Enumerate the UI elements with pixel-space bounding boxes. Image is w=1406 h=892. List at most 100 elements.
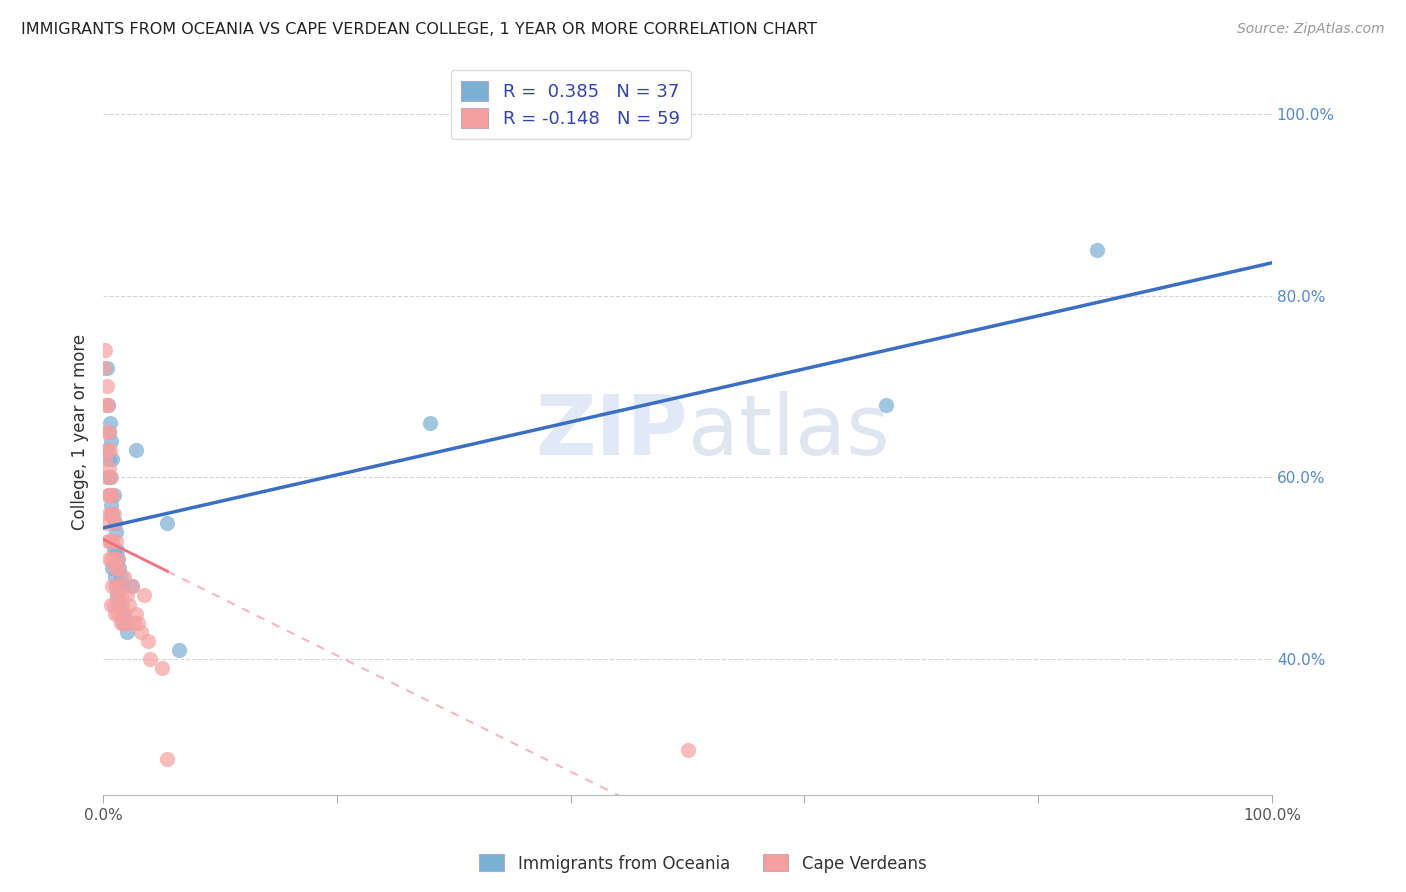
Point <box>103 598 125 612</box>
Point <box>150 661 173 675</box>
Point <box>98 443 121 458</box>
Point <box>96 470 118 484</box>
Point <box>104 579 127 593</box>
Point <box>97 398 120 412</box>
Point <box>103 552 125 566</box>
Point <box>127 615 149 630</box>
Text: Source: ZipAtlas.com: Source: ZipAtlas.com <box>1237 22 1385 37</box>
Point <box>136 633 159 648</box>
Point <box>98 452 121 467</box>
Point <box>104 607 127 621</box>
Point <box>94 343 117 358</box>
Point <box>676 743 699 757</box>
Point <box>98 533 121 548</box>
Point <box>122 615 145 630</box>
Point <box>100 552 122 566</box>
Point <box>105 552 128 566</box>
Point <box>125 443 148 458</box>
Point <box>96 361 118 376</box>
Point <box>115 624 138 639</box>
Point <box>101 533 124 548</box>
Point <box>98 488 121 502</box>
Point <box>118 598 141 612</box>
Point <box>111 579 134 593</box>
Point <box>111 607 134 621</box>
Point <box>97 398 120 412</box>
Point <box>104 516 127 530</box>
Point <box>97 488 120 502</box>
Point <box>98 416 121 430</box>
Point <box>167 643 190 657</box>
Point <box>96 516 118 530</box>
Point <box>98 461 121 475</box>
Point <box>96 443 118 458</box>
Point <box>100 598 122 612</box>
Point <box>117 615 139 630</box>
Point <box>156 516 179 530</box>
Point <box>112 570 135 584</box>
Point <box>98 488 121 502</box>
Point <box>100 498 122 512</box>
Point <box>94 452 117 467</box>
Point <box>111 598 134 612</box>
Point <box>104 524 127 539</box>
Point <box>108 598 131 612</box>
Legend: R =  0.385   N = 37, R = -0.148   N = 59: R = 0.385 N = 37, R = -0.148 N = 59 <box>450 70 690 139</box>
Point <box>108 561 131 575</box>
Point <box>103 507 125 521</box>
Point <box>100 507 122 521</box>
Point <box>104 516 127 530</box>
Point <box>98 470 121 484</box>
Point <box>94 398 117 412</box>
Text: IMMIGRANTS FROM OCEANIA VS CAPE VERDEAN COLLEGE, 1 YEAR OR MORE CORRELATION CHAR: IMMIGRANTS FROM OCEANIA VS CAPE VERDEAN … <box>21 22 817 37</box>
Point <box>108 579 131 593</box>
Point <box>419 416 441 430</box>
Point <box>110 615 132 630</box>
Point <box>105 543 128 558</box>
Point <box>107 607 129 621</box>
Point <box>98 425 121 439</box>
Point <box>105 589 128 603</box>
Point <box>96 425 118 439</box>
Point <box>103 488 125 502</box>
Point <box>93 361 115 376</box>
Point <box>98 507 121 521</box>
Legend: Immigrants from Oceania, Cape Verdeans: Immigrants from Oceania, Cape Verdeans <box>472 847 934 880</box>
Point <box>121 579 143 593</box>
Point <box>104 579 127 593</box>
Point <box>132 589 155 603</box>
Point <box>97 470 120 484</box>
Point <box>100 470 122 484</box>
Point <box>107 552 129 566</box>
Point <box>101 488 124 502</box>
Point <box>125 607 148 621</box>
Text: atlas: atlas <box>688 392 889 473</box>
Point <box>129 624 152 639</box>
Y-axis label: College, 1 year or more: College, 1 year or more <box>72 334 89 530</box>
Point <box>110 589 132 603</box>
Point <box>101 452 124 467</box>
Text: ZIP: ZIP <box>536 392 688 473</box>
Point <box>101 561 124 575</box>
Point <box>103 543 125 558</box>
Point <box>112 615 135 630</box>
Point <box>98 552 121 566</box>
Point <box>101 579 124 593</box>
Point <box>105 589 128 603</box>
Point <box>115 589 138 603</box>
Point <box>97 443 120 458</box>
Point <box>101 507 124 521</box>
Point <box>112 607 135 621</box>
Point <box>104 533 127 548</box>
Point <box>875 398 897 412</box>
Point <box>104 570 127 584</box>
Point <box>121 579 143 593</box>
Point <box>139 652 162 666</box>
Point <box>111 615 134 630</box>
Point <box>156 752 179 766</box>
Point <box>104 561 127 575</box>
Point <box>97 533 120 548</box>
Point <box>98 425 121 439</box>
Point <box>1085 244 1108 258</box>
Point <box>107 561 129 575</box>
